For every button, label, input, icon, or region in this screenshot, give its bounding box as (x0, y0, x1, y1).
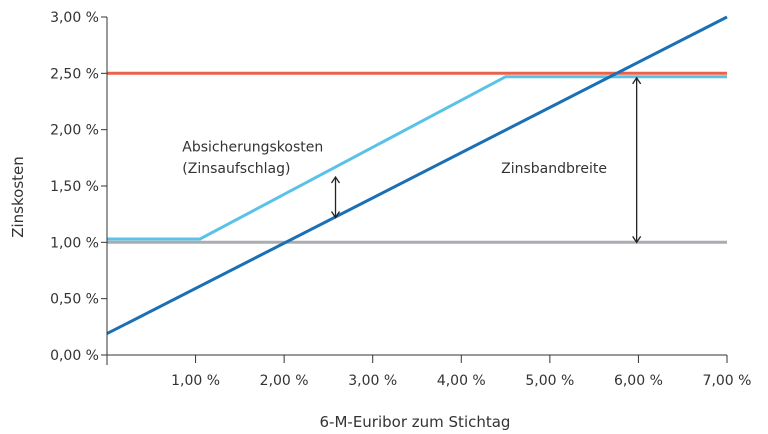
y-axis-label: Zinskosten (9, 156, 27, 238)
y-tick-label: 0,50 % (50, 292, 99, 308)
arrow-layer (330, 76, 642, 244)
x-tick-label: 5,00 % (525, 373, 574, 389)
series-layer (106, 15, 728, 335)
x-tick-label: 6,00 % (614, 373, 663, 389)
arrow-head-up (330, 175, 341, 184)
x-tick-label: 7,00 % (703, 373, 752, 389)
y-tick-label: 1,00 % (50, 235, 99, 251)
x-tick-label: 2,00 % (260, 373, 309, 389)
y-tick-label: 1,50 % (50, 179, 99, 195)
y-tick-label: 2,50 % (50, 66, 99, 82)
x-tick-label: 1,00 % (171, 373, 220, 389)
series-line (106, 15, 728, 335)
x-tick-label: 4,00 % (437, 373, 486, 389)
y-tick-label: 3,00 % (50, 10, 99, 26)
x-axis-label: 6-M-Euribor zum Stichtag (320, 413, 511, 431)
annotation-layer: Absicherungskosten (Zinsaufschlag) Zinsban… (182, 140, 607, 177)
arrow-head-down (330, 211, 341, 219)
arrow-head-down (632, 235, 642, 244)
double-arrow (632, 76, 642, 244)
series-line (107, 75, 727, 241)
axis-layer (101, 17, 727, 365)
double-arrow (330, 175, 341, 219)
annotation-text: Absicherungskosten (182, 140, 323, 156)
tick-layer: 0,00 % 0,50 % 1,00 % 1,50 % 2,00 % 2,50 % 3,00… (50, 10, 751, 389)
arrow-head-up (632, 76, 642, 85)
y-tick-label: 0,00 % (50, 348, 99, 364)
annotation-text: (Zinsaufschlag) (182, 161, 290, 177)
x-tick-label: 3,00 % (348, 373, 397, 389)
y-tick-label: 2,00 % (50, 123, 99, 139)
annotation-text: Zinsbandbreite (501, 161, 607, 177)
